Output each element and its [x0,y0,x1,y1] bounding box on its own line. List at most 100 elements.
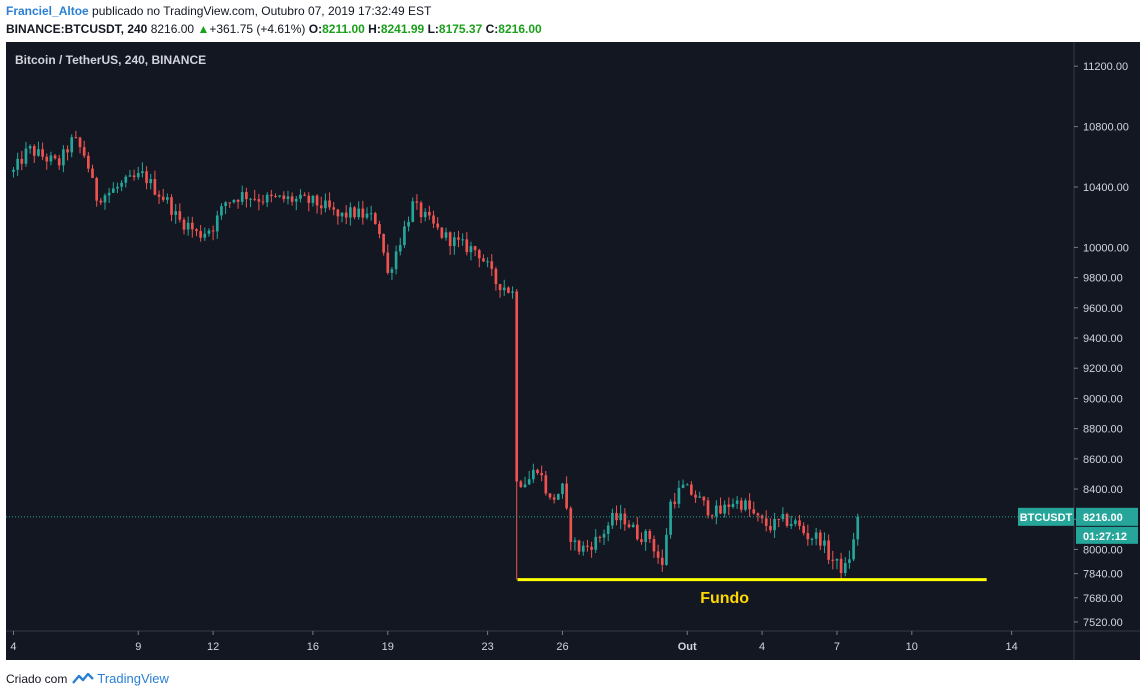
chart-panel[interactable]: 11200.00 10800.00 10400.00 10000.00 9800.00 9… [6,42,1140,660]
candle-body [20,158,24,164]
candle-body [103,195,107,203]
time-tick-label: 14 [1005,641,1017,653]
candle-body [735,500,739,504]
candle-body [785,514,789,526]
candle-body [282,195,286,200]
candle-body [540,472,543,476]
candle-body [461,239,464,241]
time-tick-label: 9 [135,641,141,653]
candle-body [823,540,826,546]
candle-body [12,169,15,172]
candle-body [57,158,61,166]
candle-body [723,504,726,514]
candle-body [773,518,776,531]
candle-body [87,155,90,169]
candle-body [631,524,635,528]
candle-body [794,520,797,524]
candle-body [240,192,244,202]
candle-body [502,287,506,291]
candle-body [615,512,618,521]
candle-body [719,505,722,514]
candle-body [669,501,672,535]
candle-body [602,533,606,538]
countdown-value: 01:27:12 [1083,531,1127,543]
candle-body [37,149,40,156]
candle-body [532,469,535,480]
candle-body [818,532,822,546]
author-link[interactable]: Franciel_Altoe [6,4,89,18]
candle-body [344,212,348,218]
current-price-tag [1076,507,1138,526]
price-tick-label: 10800.00 [1083,122,1129,134]
candle-body [781,514,785,520]
candle-body [290,196,294,202]
price-tick-label: 9000.00 [1083,393,1123,405]
candle-body [565,483,568,509]
candle-body [49,155,53,162]
candle-body [648,530,652,540]
tradingview-brand[interactable]: TradingView [97,671,169,686]
candle-body [178,211,182,220]
candle-body [681,484,685,488]
candle-body [852,539,855,560]
candle-body [635,524,639,540]
time-tick-label: 26 [556,641,568,653]
candle-body [477,250,481,259]
candle-body [436,223,440,228]
candle-body [70,137,74,153]
time-tick-label: 10 [906,641,918,653]
candle-body [311,195,315,203]
candle-body [124,176,128,183]
candle-body [403,226,406,246]
open-value: 8211.00 [322,22,365,36]
candle-body [419,202,423,218]
candle-body [340,212,344,217]
candle-body [145,171,148,184]
candle-body [207,230,211,234]
candle-body [182,219,186,230]
candle-body [224,202,227,207]
candle-body [274,195,277,197]
candle-body [228,202,232,204]
candle-body [432,215,435,224]
candle-body [673,501,677,504]
candle-body [706,500,710,516]
candle-body [66,149,69,153]
price-tick-label: 9400.00 [1083,333,1123,345]
candle-body [690,484,693,495]
candle-body [519,481,523,488]
candle-body [232,199,236,203]
candle-body [835,558,839,561]
candle-body [195,229,198,232]
price-chart[interactable]: 11200.00 10800.00 10400.00 10000.00 9800.00 9… [6,42,1140,660]
candle-body [769,525,772,531]
price-tick-label: 10000.00 [1083,242,1129,254]
candle-body [798,520,801,526]
candle-body [236,199,240,202]
change-arrow-icon: ▲ [197,22,210,36]
candle-body [16,158,19,170]
candle-body [294,198,298,202]
candle-body [257,199,261,202]
candle-body [652,539,656,552]
candle-body [839,558,843,574]
candle-body [286,196,290,200]
price-tick-label: 9600.00 [1083,303,1123,315]
candle-body [116,186,119,189]
candle-body [848,559,851,564]
candle-body [660,557,664,565]
price-tick-label: 8800.00 [1083,424,1123,436]
candle-body [157,194,161,197]
footer: Criado com TradingView [6,671,169,686]
candle-body [215,215,219,232]
candle-body [831,559,835,561]
tradingview-logo-icon[interactable] [72,672,95,685]
change-value: +361.75 (+4.61%) [209,22,306,36]
candle-body [640,539,643,543]
candle-body [702,496,706,501]
candle-body [685,484,689,486]
symbol-tag [1018,507,1074,526]
candle-body [373,213,377,224]
candle-body [315,195,319,206]
candle-body [802,525,806,534]
